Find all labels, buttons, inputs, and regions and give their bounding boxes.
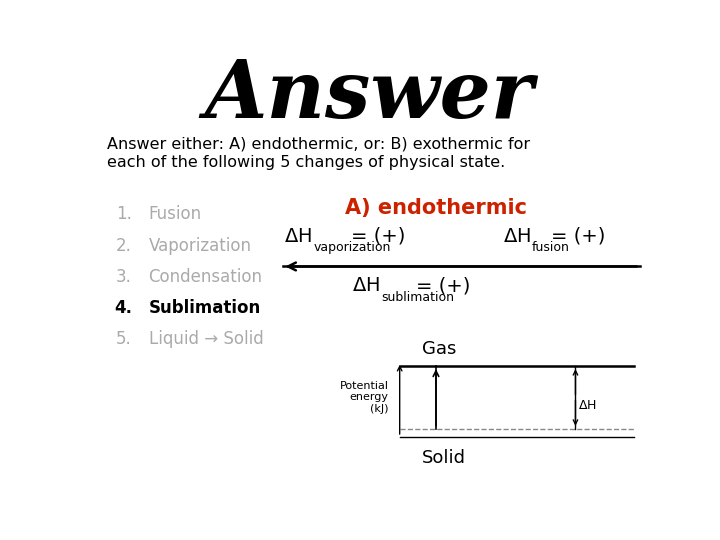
Text: $\Delta$H: $\Delta$H — [284, 226, 312, 246]
Text: = (+): = (+) — [351, 226, 405, 246]
Text: $\Delta$H: $\Delta$H — [578, 399, 597, 412]
Text: 4.: 4. — [114, 299, 132, 317]
Text: Answer either: A) endothermic, or: B) exothermic for: Answer either: A) endothermic, or: B) ex… — [107, 136, 530, 151]
Text: Answer: Answer — [204, 57, 534, 135]
Text: Sublimation: Sublimation — [148, 299, 261, 317]
Text: Vaporization: Vaporization — [148, 237, 251, 255]
Text: 5.: 5. — [116, 330, 132, 348]
Text: 3.: 3. — [116, 268, 132, 286]
Text: 1.: 1. — [116, 206, 132, 224]
Text: Fusion: Fusion — [148, 206, 202, 224]
Text: A) endothermic: A) endothermic — [345, 198, 527, 218]
Text: sublimation: sublimation — [382, 291, 454, 303]
Text: Condensation: Condensation — [148, 268, 263, 286]
Text: = (+): = (+) — [415, 276, 470, 295]
Text: Solid: Solid — [422, 449, 466, 468]
Text: vaporization: vaporization — [313, 241, 390, 254]
Text: Gas: Gas — [422, 340, 456, 358]
Text: fusion: fusion — [532, 241, 570, 254]
Text: Liquid → Solid: Liquid → Solid — [148, 330, 264, 348]
Text: Potential
energy
(kJ): Potential energy (kJ) — [340, 381, 389, 414]
Text: 2.: 2. — [116, 237, 132, 255]
Text: = (+): = (+) — [551, 226, 605, 246]
Text: each of the following 5 changes of physical state.: each of the following 5 changes of physi… — [107, 155, 505, 170]
Text: $\Delta$H: $\Delta$H — [503, 226, 531, 246]
Text: $\Delta$H: $\Delta$H — [352, 276, 380, 295]
